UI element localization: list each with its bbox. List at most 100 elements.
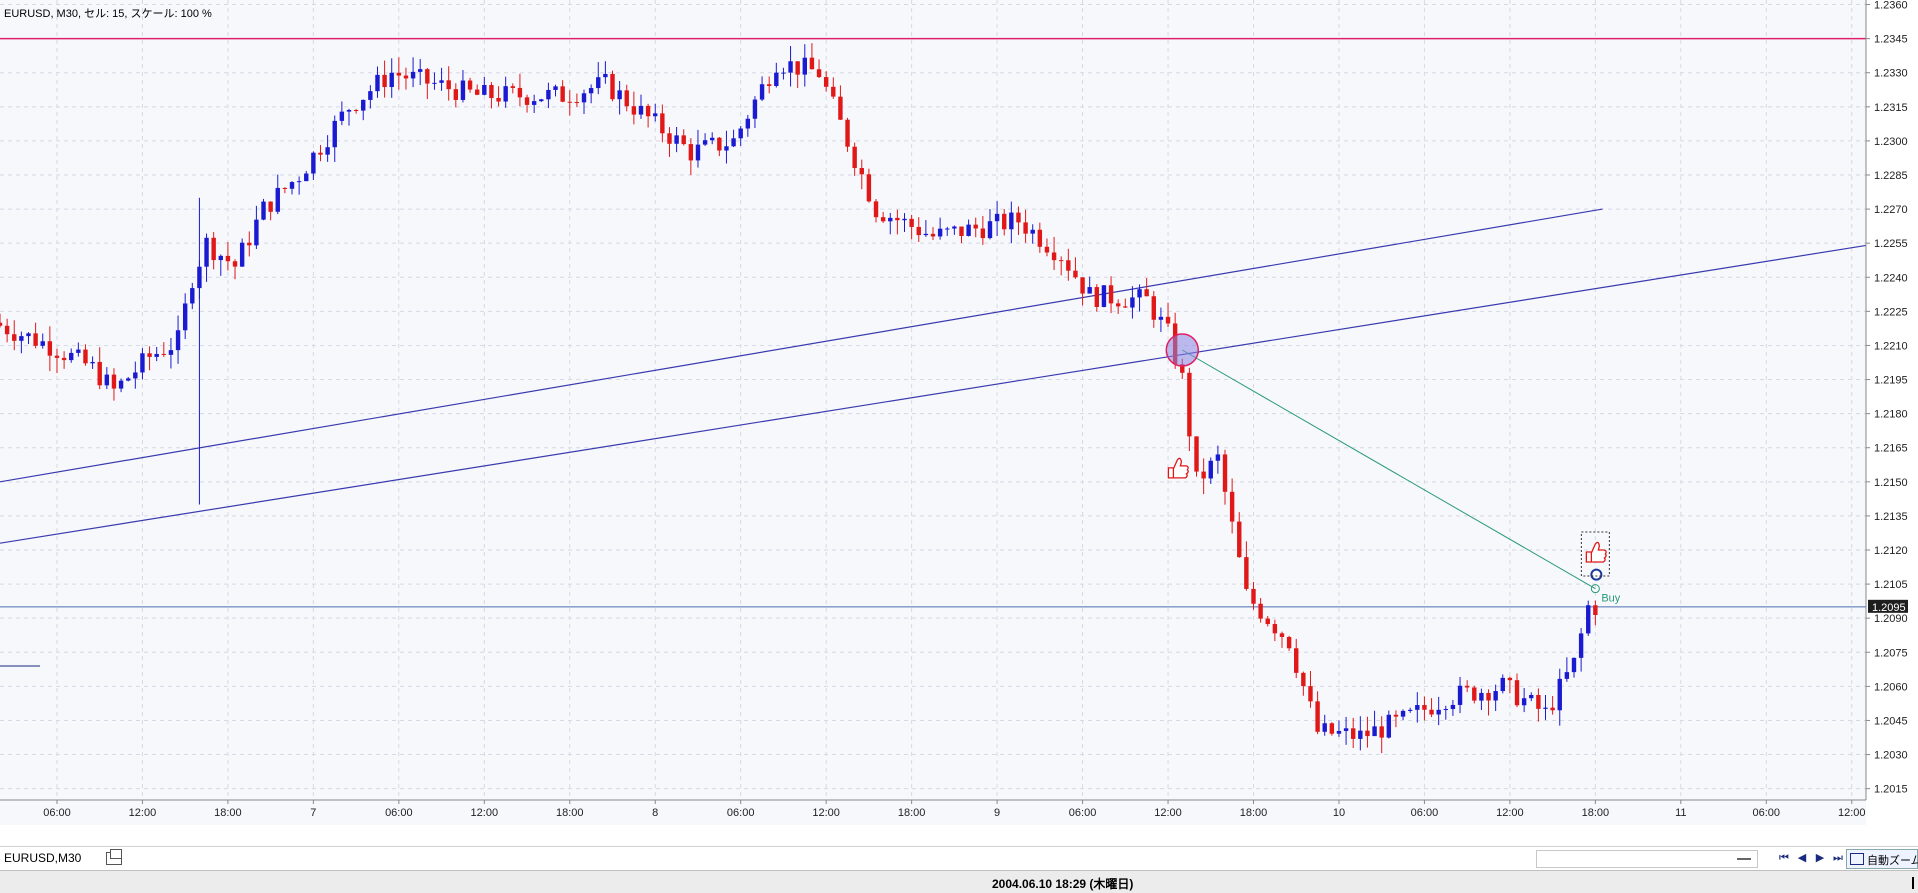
candle-body [567,101,572,103]
candle-body [1130,297,1135,308]
candle-body [973,224,978,229]
thumbs-up-icon [1167,457,1189,479]
candle-body [396,72,402,76]
candle-body [1479,692,1484,701]
candle-body [1201,471,1206,479]
price-label: 1.2030 [1874,750,1908,762]
auto-zoom-label: 自動ズーム [1867,855,1918,867]
candle-body [1101,285,1107,307]
candle-body [147,353,152,357]
time-label: 11 [1675,807,1686,819]
candle-body [1486,692,1491,701]
candle-body [1094,287,1100,307]
trendline [0,242,1881,544]
time-axis: 06:00 12:00 18:00 7 06:00 12:00 18:00 8 06:00 12:… [0,799,1866,819]
time-label: 7 [310,807,316,819]
candle-body [125,378,131,381]
candle-body [1557,678,1562,711]
candle-body [1536,694,1541,709]
candle-body [1194,436,1199,472]
chart-area[interactable]: Buy 1.2360 1.2345 1.2330 1.2315 1.2300 1.2285… [0,0,1918,825]
candle-body [346,110,352,112]
candle-body [0,322,3,326]
candle-body [1258,603,1263,619]
chart-tab-bar: EURUSD,M30 ⏮ ◀ ▶ ⏭ 自動ズーム [0,846,1918,871]
candle-body [489,85,494,98]
time-label: 12:00 [1838,807,1866,819]
price-label: 1.2135 [1874,511,1908,523]
time-label: 18:00 [214,807,242,819]
time-label: 06:00 [1411,807,1439,819]
candle-body [809,57,815,70]
signal-line [1182,349,1596,590]
candle-body [1365,730,1370,737]
candle-body [653,113,658,117]
candle-body [182,303,188,331]
time-label: 12:00 [1154,807,1182,819]
candle-body [560,86,565,102]
candle-body [446,80,451,90]
candle-body [318,152,323,155]
candle-body [339,111,345,121]
candle-body [1144,289,1149,297]
candle-body [1165,316,1171,324]
price-label: 1.2360 [1874,0,1908,12]
candle-body [1472,687,1477,701]
candle-body [688,144,694,161]
price-label: 1.2285 [1874,170,1908,182]
candle-body [325,147,330,155]
candle-body [517,87,523,98]
buy-point-marker [1590,584,1600,594]
auto-zoom-button[interactable]: 自動ズーム [1846,849,1918,869]
current-price-label: 1.2095 [1872,602,1906,614]
time-label: 12:00 [812,807,840,819]
candle-body [581,93,587,103]
candle-body [1393,714,1399,717]
candle-body [1265,618,1270,625]
time-label: 06:00 [1753,807,1781,819]
nav-last-icon[interactable]: ⏭ [1833,852,1843,864]
candle-body [1422,705,1427,710]
candle-body [1443,709,1448,711]
selection-box [1580,531,1610,577]
candle-body [332,120,337,148]
candle-body [553,86,558,90]
candle-body [1493,691,1498,701]
candle-body [47,341,53,356]
candle-body [304,173,309,182]
chart-scrollbar[interactable] [1536,850,1758,868]
nav-first-icon[interactable]: ⏮ [1779,852,1789,864]
nav-prev-icon[interactable]: ◀ [1797,852,1807,864]
entry-marker [1165,333,1200,367]
price-label: 1.2120 [1874,545,1908,557]
candle-body [140,353,145,373]
candle-body [667,133,672,144]
candle-body [90,361,95,364]
status-marker [1912,877,1914,889]
scroll-thumb[interactable] [1737,858,1751,860]
candle-body [1123,306,1128,308]
candle-body [759,84,765,100]
current-price-badge [1868,599,1908,613]
candle-body [617,90,622,100]
tab-eurusd-m30[interactable]: EURUSD,M30 [4,851,82,865]
candle-body [987,221,993,239]
candle-body [247,242,252,246]
candle-body [403,75,409,79]
candle-body [1137,289,1142,298]
candle-body [596,77,601,89]
candle-body [1315,701,1320,732]
candle-body [1187,372,1192,437]
nav-next-icon[interactable]: ▶ [1815,852,1825,864]
candle-body [1151,296,1156,320]
candle-body [966,224,971,236]
window-icon[interactable] [106,849,122,865]
candle-body [802,57,808,75]
candle-body [289,182,295,189]
candle-body [624,90,629,107]
candle-body [952,226,957,229]
candlestick-chart[interactable]: Buy 1.2360 1.2345 1.2330 1.2315 1.2300 1.2285… [0,0,1918,825]
candle-body [275,187,280,212]
candle-body [845,119,850,147]
candle-body [361,99,366,111]
